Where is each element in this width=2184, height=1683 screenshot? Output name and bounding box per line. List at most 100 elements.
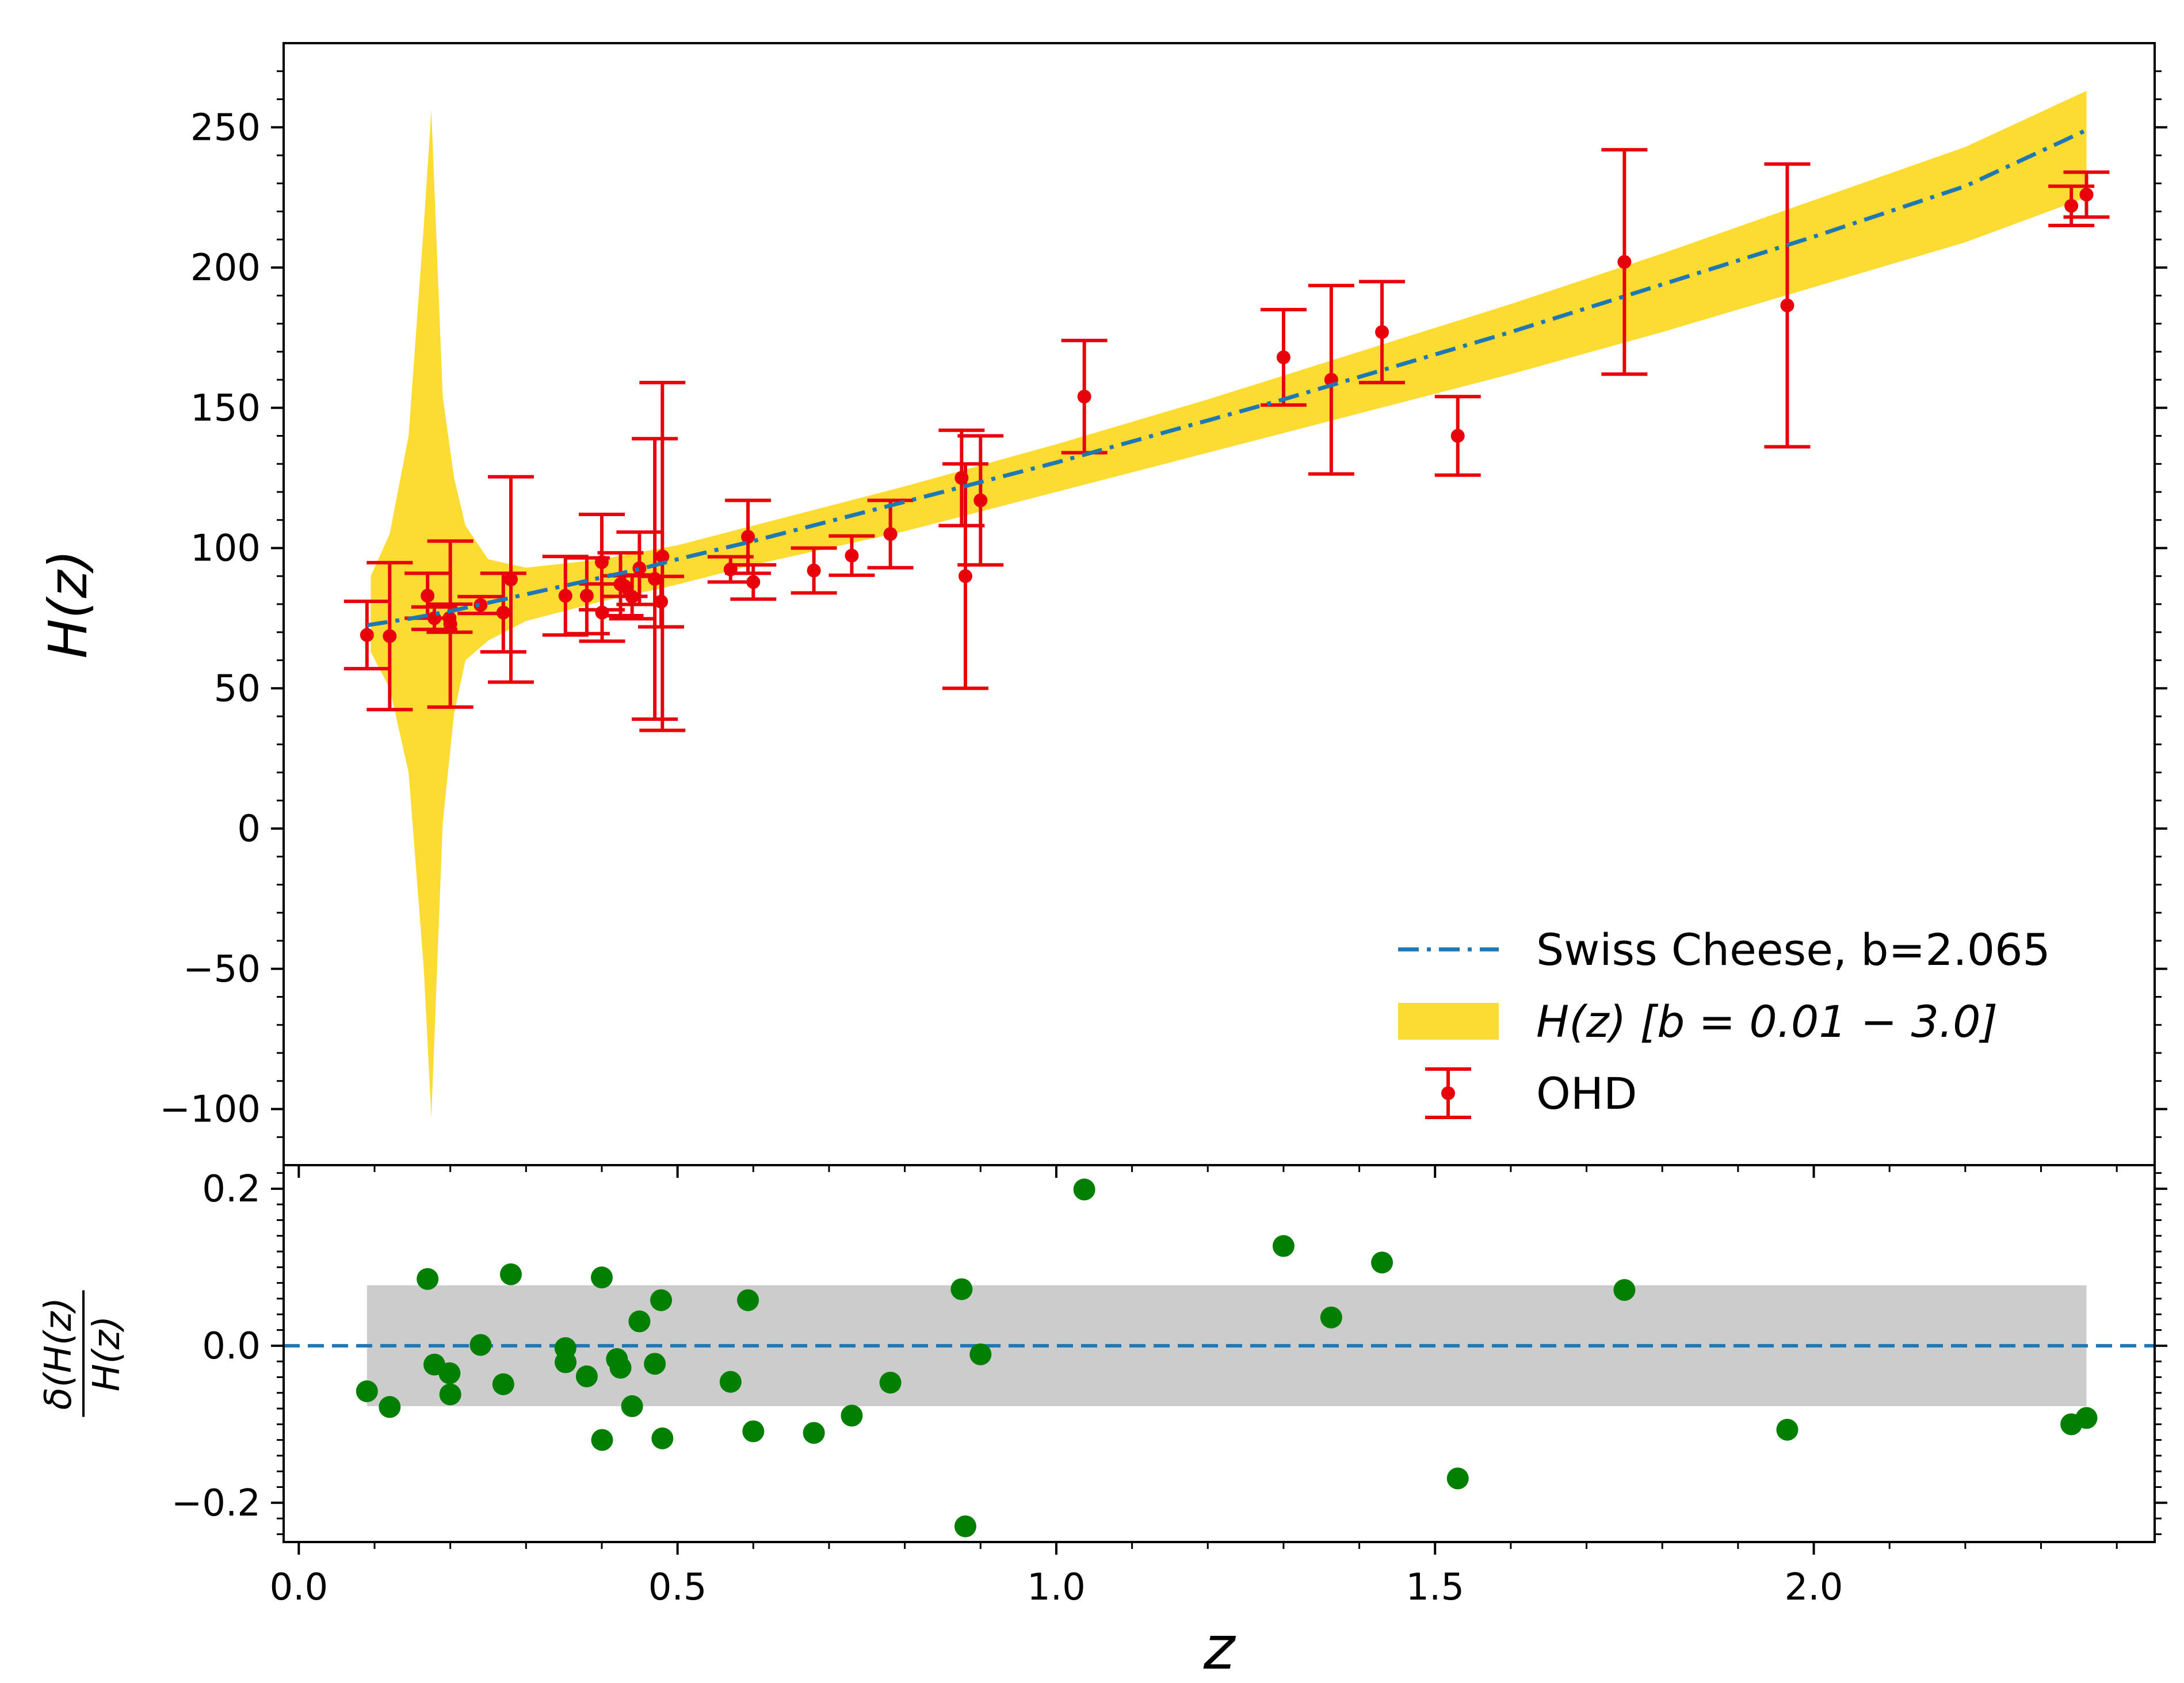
residual-point-25 bbox=[841, 1405, 863, 1427]
residual-point-31 bbox=[1272, 1235, 1295, 1257]
ohd-marker bbox=[741, 530, 755, 544]
ohd-point-1 bbox=[366, 560, 413, 712]
residual-point-20 bbox=[651, 1427, 674, 1449]
residual-point-16 bbox=[621, 1395, 643, 1417]
bot-y-tick-label-1: 0.0 bbox=[202, 1325, 261, 1368]
residual-point-38 bbox=[2075, 1407, 2098, 1429]
ohd-point-28 bbox=[957, 434, 1004, 567]
bot-y-tick-label-2: −0.2 bbox=[171, 1482, 261, 1525]
residual-point-22 bbox=[737, 1289, 759, 1311]
bottom-y-axis-label: δ(H(z) H(z) bbox=[37, 1290, 128, 1417]
residual-point-28 bbox=[954, 1515, 976, 1537]
ohd-marker bbox=[973, 493, 988, 507]
ohd-marker bbox=[625, 590, 639, 604]
ohd-marker bbox=[746, 575, 761, 589]
ohd-marker bbox=[883, 527, 898, 541]
residual-point-15 bbox=[609, 1357, 632, 1379]
ohd-marker bbox=[1780, 298, 1794, 312]
residual-point-24 bbox=[803, 1422, 825, 1444]
ohd-marker bbox=[617, 579, 632, 593]
top-y-tick-label-0: 250 bbox=[190, 106, 261, 149]
residual-point-12 bbox=[590, 1266, 613, 1289]
residual-point-23 bbox=[742, 1420, 765, 1442]
ohd-point-37 bbox=[2063, 170, 2110, 219]
ohd-marker bbox=[579, 589, 594, 603]
top-y-tick-label-7: −100 bbox=[159, 1089, 261, 1131]
ohd-marker bbox=[595, 605, 609, 620]
bot-x-tick-label-2: 1.0 bbox=[1027, 1566, 1086, 1609]
ohd-point-30 bbox=[1260, 308, 1307, 407]
residual-point-13 bbox=[591, 1429, 613, 1451]
legend-entry-ohd: OHD bbox=[1536, 1068, 1637, 1119]
residual-point-10 bbox=[555, 1351, 577, 1373]
top-y-tick-label-3: 100 bbox=[190, 528, 261, 570]
residual-point-33 bbox=[1371, 1251, 1393, 1274]
top-y-tick-label-4: 50 bbox=[214, 667, 261, 710]
ohd-marker bbox=[655, 549, 670, 564]
legend-entry-model-line: Swiss Cheese, b=2.065 bbox=[1536, 924, 2051, 975]
x-axis-label: z bbox=[1203, 1613, 1236, 1683]
residual-point-27 bbox=[950, 1278, 973, 1300]
residual-point-18 bbox=[644, 1353, 666, 1375]
top-y-axis: 250 200 150 100 50 0 −50 −100 bbox=[159, 70, 2167, 1138]
ohd-point-34 bbox=[1601, 148, 1648, 376]
ohd-point-19 bbox=[639, 380, 686, 732]
ohd-point-24 bbox=[828, 534, 875, 577]
ohd-marker bbox=[1617, 255, 1632, 269]
model-band bbox=[371, 90, 2087, 1118]
legend-errorbar-sample bbox=[1425, 1067, 1471, 1119]
ohd-marker bbox=[360, 628, 374, 642]
bot-x-tick-label-0: 0.0 bbox=[269, 1566, 328, 1609]
legend-entry-model-band: H(z) [b = 0.01 − 3.0] bbox=[1536, 996, 1998, 1047]
residual-point-1 bbox=[379, 1396, 401, 1418]
ohd-marker bbox=[496, 605, 510, 620]
residual-point-17 bbox=[628, 1310, 651, 1333]
residual-point-35 bbox=[1613, 1279, 1636, 1301]
ohd-marker bbox=[632, 561, 647, 575]
legend-errorbar-marker bbox=[1441, 1086, 1455, 1100]
ohd-marker bbox=[383, 629, 397, 643]
ohd-point-25 bbox=[867, 498, 914, 570]
ohd-marker bbox=[421, 589, 435, 603]
bot-y-tick-label-0: 0.2 bbox=[202, 1168, 261, 1211]
residual-points-layer bbox=[356, 1178, 2098, 1537]
residual-point-8 bbox=[499, 1263, 522, 1285]
top-y-axis-label: H(z) bbox=[37, 549, 99, 658]
ohd-point-27 bbox=[942, 462, 988, 690]
residual-point-21 bbox=[719, 1371, 742, 1393]
ohd-point-5 bbox=[427, 539, 474, 709]
top-y-tick-label-1: 200 bbox=[190, 247, 261, 289]
ohd-marker bbox=[1450, 429, 1465, 443]
bottom-x-axis: 0.0 0.5 1.0 1.5 2.0 bbox=[269, 1542, 2118, 1609]
residual-point-4 bbox=[438, 1362, 461, 1384]
residual-point-30 bbox=[1073, 1178, 1095, 1201]
residual-point-2 bbox=[417, 1268, 439, 1290]
ohd-marker bbox=[1276, 350, 1290, 364]
residual-point-29 bbox=[969, 1343, 992, 1365]
bot-x-tick-label-4: 2.0 bbox=[1785, 1566, 1843, 1609]
residual-point-32 bbox=[1320, 1306, 1342, 1329]
ohd-point-32 bbox=[1359, 280, 1406, 384]
top-panel: 250 200 150 100 50 0 −50 −100 H(z) Swiss Cheese… bbox=[37, 42, 2167, 1178]
residual-point-6 bbox=[469, 1334, 492, 1356]
bot-x-tick-label-3: 1.5 bbox=[1406, 1566, 1464, 1609]
ohd-point-6 bbox=[457, 594, 504, 616]
residual-point-36 bbox=[1776, 1418, 1799, 1441]
ohd-marker bbox=[845, 548, 859, 563]
legend: Swiss Cheese, b=2.065 H(z) [b = 0.01 − 3… bbox=[1398, 924, 2051, 1119]
ohd-point-35 bbox=[1764, 162, 1811, 449]
bottom-y-axis: 0.2 0.0 −0.2 bbox=[171, 1168, 2167, 1535]
ohd-marker bbox=[1077, 390, 1091, 404]
ohd-point-23 bbox=[791, 546, 837, 595]
ohd-marker bbox=[503, 573, 518, 587]
ohd-point-21 bbox=[725, 498, 772, 575]
model-band-layer bbox=[371, 90, 2087, 1118]
ohd-marker bbox=[443, 617, 457, 631]
residual-label-denominator: H(z) bbox=[86, 1316, 128, 1392]
model-line bbox=[366, 128, 2087, 628]
model-line-layer bbox=[366, 128, 2087, 628]
residual-label-numerator: δ(H(z) bbox=[37, 1297, 80, 1410]
top-y-tick-label-5: 0 bbox=[237, 808, 261, 850]
ohd-marker bbox=[594, 555, 609, 569]
